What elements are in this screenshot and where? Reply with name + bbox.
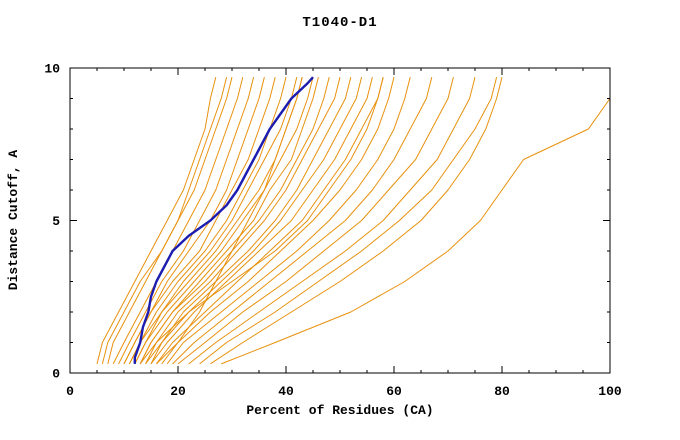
x-tick-label: 60 — [386, 384, 402, 399]
model-curve — [161, 77, 395, 365]
model-curve — [145, 77, 341, 365]
y-tick-label: 5 — [52, 214, 60, 229]
model-curve — [128, 77, 287, 365]
model-curve — [101, 77, 228, 364]
plot-content: 0 20 40 60 80 100 0 5 10 — [44, 62, 622, 400]
model-curve — [134, 77, 314, 365]
model-curve — [221, 77, 611, 365]
model-curve — [139, 77, 384, 365]
model-curve — [199, 77, 498, 365]
x-tick-label: 0 — [66, 384, 74, 399]
model-curve — [210, 77, 503, 365]
y-axis-label: Distance Cutoff, A — [6, 150, 21, 291]
x-tick-label: 20 — [170, 384, 186, 399]
x-tick-label: 100 — [598, 384, 622, 399]
chart-title: T1040-D1 — [302, 15, 377, 31]
model-curve — [188, 77, 476, 365]
model-curve — [96, 77, 217, 364]
model-curve — [177, 77, 454, 365]
model-curve — [166, 77, 411, 365]
model-curve — [156, 77, 384, 365]
model-curve — [150, 77, 373, 365]
model-curve — [156, 77, 303, 365]
model-curve — [107, 77, 233, 364]
model-curve — [145, 77, 352, 365]
model-curve — [118, 77, 255, 365]
model-curve — [172, 77, 433, 365]
y-tick-label: 0 — [52, 367, 60, 382]
x-tick-label: 40 — [278, 384, 294, 399]
highlighted-model-curve — [133, 76, 314, 364]
x-axis-label: Percent of Residues (CA) — [246, 403, 433, 418]
model-curve — [150, 77, 363, 365]
model-curve — [128, 77, 298, 365]
y-tick-label: 10 — [44, 62, 60, 77]
x-tick-label: 80 — [494, 384, 510, 399]
model-curve — [139, 77, 330, 365]
model-curve — [112, 77, 244, 365]
